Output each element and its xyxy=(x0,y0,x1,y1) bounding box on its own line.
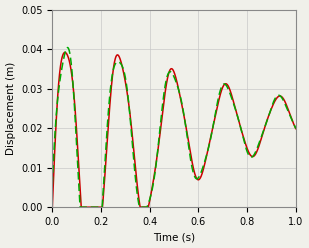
Y-axis label: Displacement (m): Displacement (m) xyxy=(6,62,15,155)
X-axis label: Time (s): Time (s) xyxy=(153,232,195,243)
